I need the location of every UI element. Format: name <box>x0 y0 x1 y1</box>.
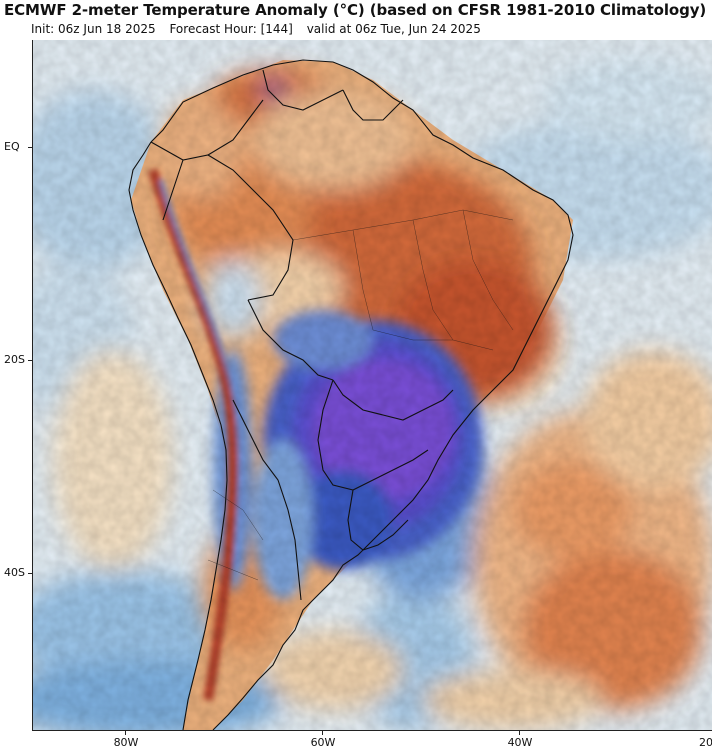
country-boundaries <box>128 59 574 730</box>
valid-time: valid at 06z Tue, Jun 24 2025 <box>306 22 481 36</box>
anomaly-map <box>33 40 712 730</box>
lat-label-eq: EQ <box>4 140 20 153</box>
state-boundaries <box>207 209 514 581</box>
land-anomaly-field <box>33 40 712 730</box>
coastline-west <box>128 141 228 730</box>
forecast-hour: Forecast Hour: [144] <box>169 22 293 36</box>
lat-label-40s: 40S <box>4 566 25 579</box>
lat-label-20s: 20S <box>4 353 25 366</box>
coastline <box>150 59 574 730</box>
lon-tick-40w <box>519 730 520 735</box>
lat-tick-20s <box>28 360 33 361</box>
lon-label-20w: 20 <box>699 736 712 749</box>
lon-label-60w: 60W <box>310 736 336 749</box>
init-time: Init: 06z Jun 18 2025 <box>31 22 156 36</box>
map-subtitle: Init: 06z Jun 18 2025 Forecast Hour: [14… <box>31 22 491 36</box>
lat-tick-eq <box>28 147 33 148</box>
lon-label-40w: 40W <box>507 736 533 749</box>
map-title: ECMWF 2-meter Temperature Anomaly (°C) (… <box>4 1 707 19</box>
lon-tick-60w <box>322 730 323 735</box>
map-panel <box>32 40 712 731</box>
lon-tick-80w <box>125 730 126 735</box>
lat-tick-40s <box>28 573 33 574</box>
lon-label-80w: 80W <box>113 736 139 749</box>
